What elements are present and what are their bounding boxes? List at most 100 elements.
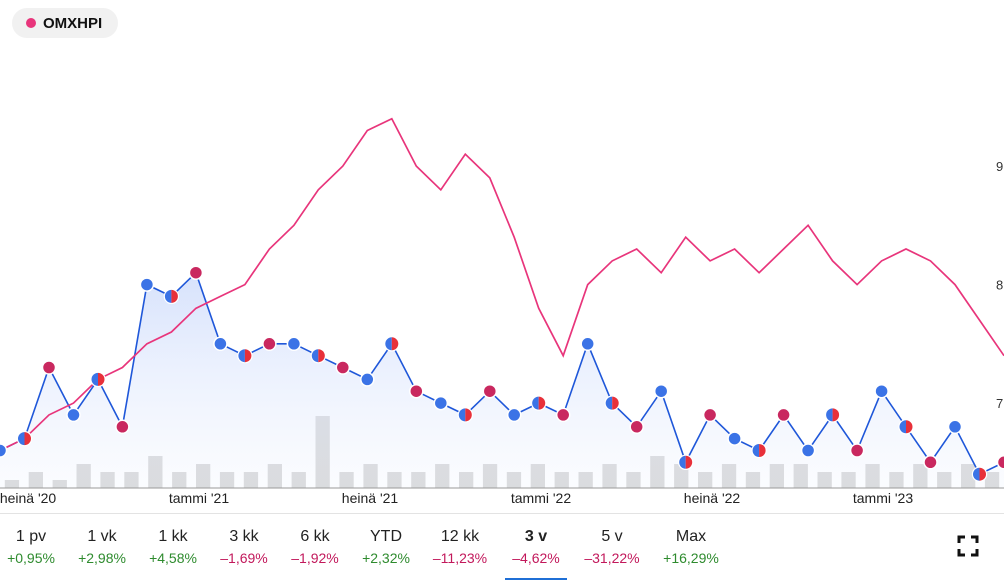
- range-3-years[interactable]: 3 v –4,62%: [503, 520, 569, 580]
- event-marker: [923, 455, 938, 470]
- price-area: [0, 272, 1004, 488]
- range-ytd[interactable]: YTD +2,32%: [353, 520, 419, 566]
- range-label: YTD: [370, 528, 402, 545]
- y-tick-label: 8: [996, 278, 1003, 293]
- marker-crimson: [262, 336, 277, 352]
- marker-half-red: [538, 396, 546, 410]
- marker-crimson: [482, 383, 498, 399]
- event-marker: [262, 336, 277, 352]
- event-marker: [16, 430, 33, 447]
- marker-half-blue: [164, 289, 172, 303]
- event-marker: [188, 265, 204, 280]
- marker-crimson: [555, 407, 571, 423]
- event-marker: [335, 360, 351, 375]
- marker-half-blue: [605, 396, 613, 410]
- event-marker: [457, 407, 473, 423]
- range-1-month[interactable]: 1 kk +4,58%: [140, 520, 206, 566]
- event-marker: [751, 442, 767, 459]
- y-axis-ticks: 9 8 7: [996, 159, 1003, 411]
- x-tick-label: heinä '22: [684, 490, 741, 506]
- event-marker: [90, 371, 106, 388]
- event-marker: [139, 277, 155, 292]
- event-marker: [800, 443, 816, 458]
- x-axis-ticks: heinä '20 tammi '21 heinä '21 tammi '22 hein…: [0, 490, 913, 506]
- marker-half-red: [391, 337, 399, 351]
- marker-half-blue: [826, 408, 833, 422]
- legend-label: OMXHPI: [43, 14, 103, 32]
- marker-half-red: [759, 444, 766, 457]
- index-line: [0, 117, 1004, 452]
- range-label: 1 vk: [87, 528, 117, 545]
- marker-half-blue: [532, 396, 539, 410]
- event-marker: [0, 443, 8, 458]
- legend-omxhpi[interactable]: OMXHPI: [12, 8, 119, 38]
- marker-half-red: [906, 420, 913, 434]
- x-tick-label: heinä '20: [0, 490, 56, 506]
- range-change: –11,23%: [432, 550, 488, 566]
- marker-half-blue: [238, 349, 245, 363]
- event-marker: [898, 419, 914, 435]
- marker-crimson: [335, 360, 351, 375]
- price-chart[interactable]: heinä '20 tammi '21 heinä '21 tammi '22 hein…: [0, 0, 1004, 512]
- marker-crimson: [923, 455, 938, 470]
- range-change: –31,22%: [584, 550, 640, 566]
- marker-half-red: [318, 349, 325, 363]
- event-marker: [727, 431, 742, 446]
- range-selector: 1 pv +0,95% 1 vk +2,98% 1 kk +4,58% 3 kk –1,…: [0, 520, 940, 582]
- event-marker: [286, 336, 302, 352]
- event-marker: [213, 336, 228, 352]
- range-1-day[interactable]: 1 pv +0,95%: [0, 520, 64, 566]
- marker-half-blue: [91, 372, 98, 386]
- event-marker: [824, 407, 841, 423]
- range-change: –1,69%: [220, 550, 268, 566]
- fullscreen-icon[interactable]: [956, 534, 980, 558]
- event-marker: [506, 407, 522, 423]
- range-1-week[interactable]: 1 vk +2,98%: [69, 520, 135, 566]
- event-marker: [947, 419, 963, 435]
- range-3-months[interactable]: 3 kk –1,69%: [211, 520, 277, 566]
- event-marker: [41, 360, 57, 375]
- marker-half-red: [832, 408, 840, 422]
- event-marker: [555, 407, 571, 423]
- marker-blue: [433, 395, 449, 411]
- marker-half-blue: [458, 408, 466, 422]
- range-change: +0,95%: [7, 550, 55, 566]
- x-tick-label: tammi '21: [169, 490, 229, 506]
- event-marker: [996, 455, 1004, 470]
- range-label: 5 v: [601, 528, 623, 545]
- event-marker: [163, 288, 180, 305]
- marker-blue: [0, 443, 8, 458]
- marker-blue: [66, 407, 81, 423]
- marker-half-red: [685, 455, 693, 469]
- marker-crimson: [409, 383, 424, 399]
- marker-half-blue: [18, 432, 25, 446]
- marker-blue: [139, 277, 155, 292]
- range-6-months[interactable]: 6 kk –1,92%: [282, 520, 348, 566]
- range-label: 6 kk: [300, 528, 330, 545]
- event-marker: [653, 383, 669, 399]
- marker-half-blue: [973, 467, 980, 481]
- marker-crimson: [188, 265, 204, 280]
- event-markers[interactable]: [0, 265, 1004, 482]
- marker-half-blue: [385, 337, 392, 351]
- range-change: +2,32%: [362, 550, 410, 566]
- marker-half-red: [244, 349, 252, 363]
- event-marker: [115, 419, 130, 435]
- marker-blue: [286, 336, 302, 352]
- marker-blue: [653, 383, 669, 399]
- range-max[interactable]: Max +16,29%: [658, 520, 724, 566]
- marker-blue: [213, 336, 228, 352]
- range-change: +16,29%: [663, 550, 719, 566]
- marker-blue: [727, 431, 742, 446]
- event-marker: [776, 407, 791, 423]
- marker-half-red: [465, 408, 472, 422]
- x-tick-label: tammi '23: [853, 490, 913, 506]
- legend-dot: [26, 18, 36, 28]
- marker-crimson: [629, 419, 644, 435]
- range-change: –1,92%: [291, 550, 339, 566]
- event-marker: [971, 466, 988, 482]
- marker-half-blue: [679, 455, 686, 469]
- range-12-months[interactable]: 12 kk –11,23%: [427, 520, 493, 566]
- range-5-years[interactable]: 5 v –31,22%: [579, 520, 645, 566]
- event-marker: [433, 395, 449, 411]
